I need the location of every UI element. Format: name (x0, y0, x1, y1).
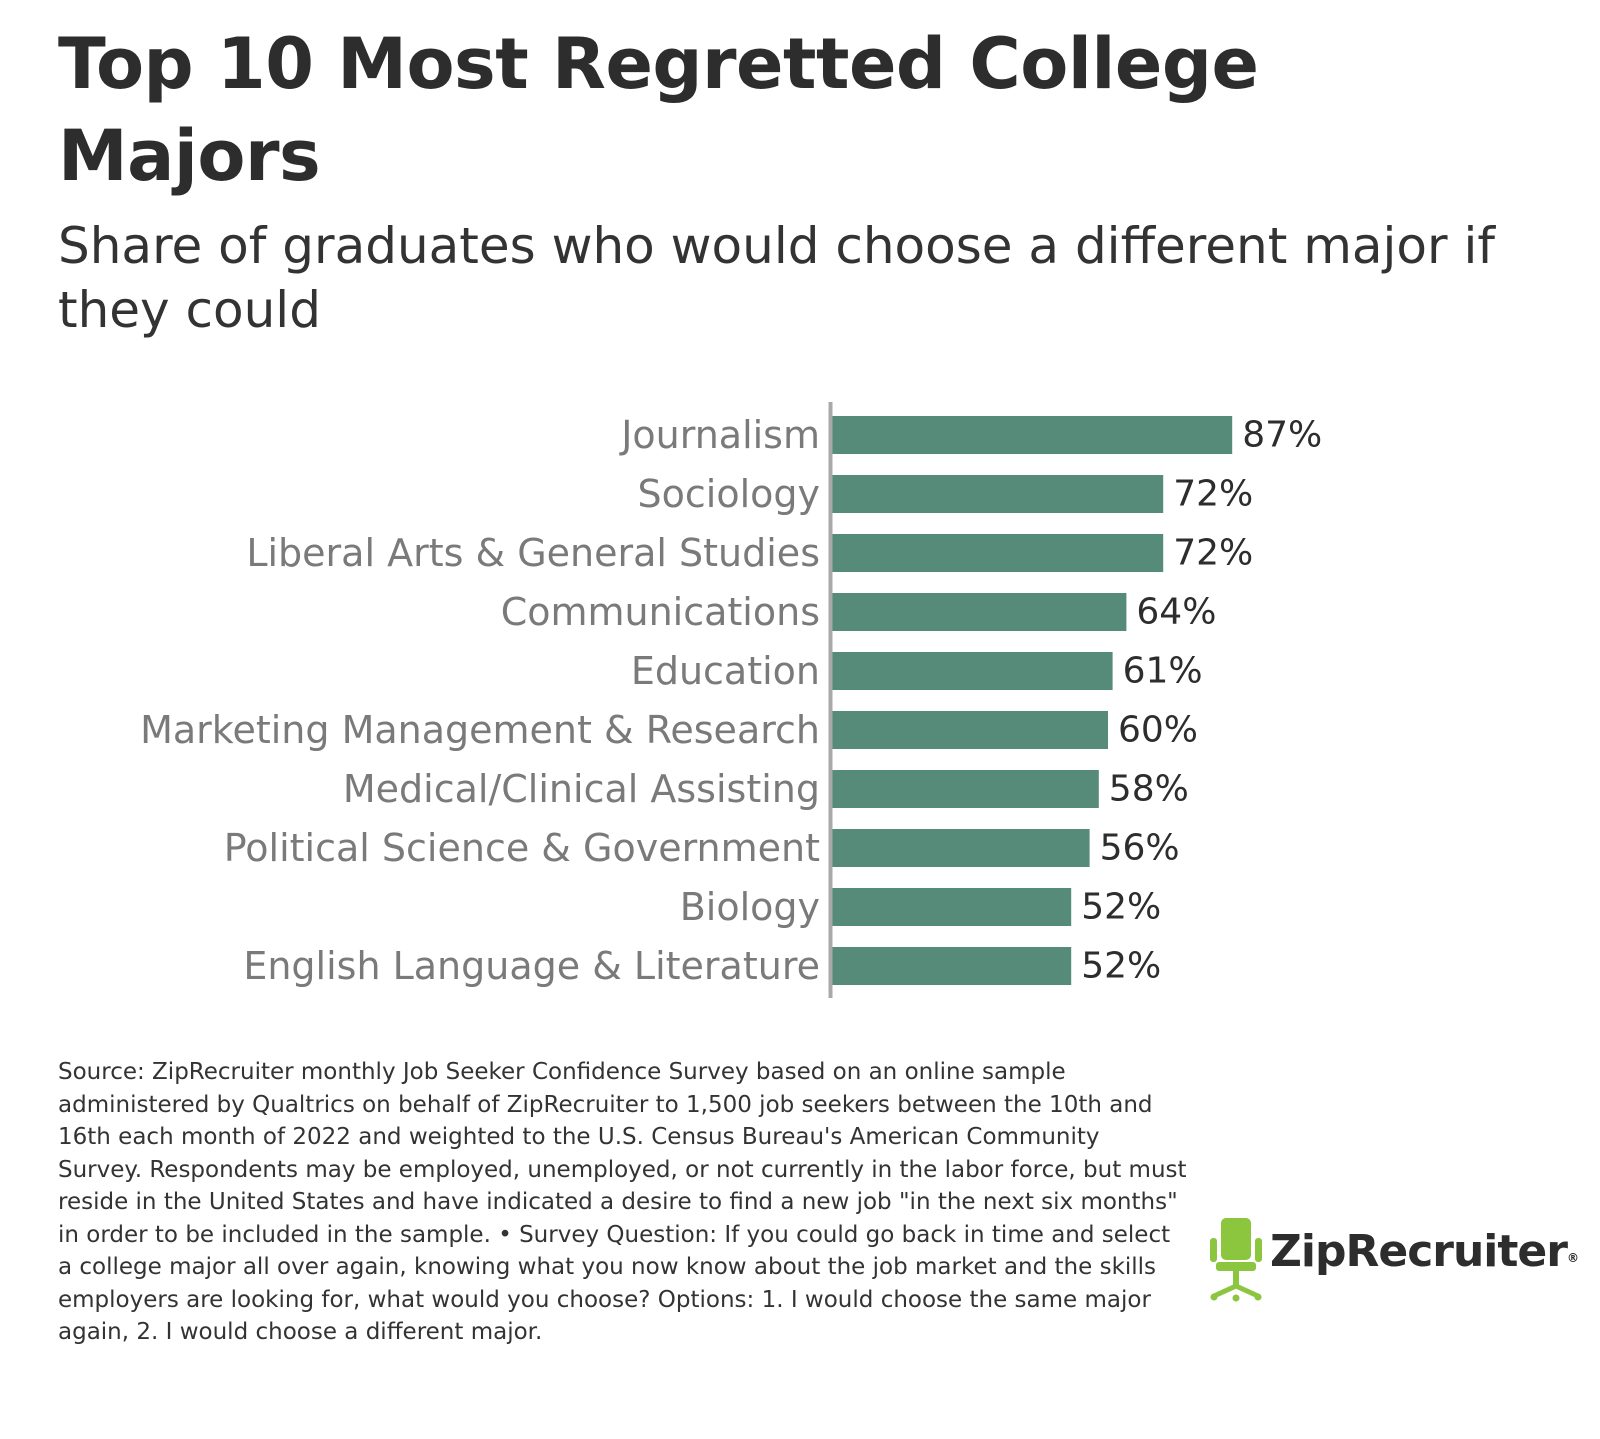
bar-4 (832, 593, 1127, 631)
category-label: Political Science & Government (224, 826, 820, 870)
value-label: 72% (1173, 474, 1253, 515)
chart-subtitle: Share of graduates who would choose a di… (58, 217, 1495, 339)
logo-wordmark: ZipRecruiter® (1270, 1224, 1579, 1280)
logo-text: ZipRecruiter (1270, 1226, 1568, 1277)
value-label: 58% (1109, 769, 1189, 810)
category-label: Marketing Management & Research (140, 708, 820, 752)
category-label: Education (631, 649, 820, 693)
bar-3 (832, 534, 1164, 572)
category-label: Biology (680, 885, 820, 929)
bar-7 (832, 770, 1099, 808)
bar-9 (832, 888, 1072, 926)
bar-chart: Journalism Sociology Liberal Arts & Genera… (140, 402, 1322, 998)
chart-title: Top 10 Most Regretted College Majors (58, 23, 1259, 197)
category-label: Liberal Arts & General Studies (246, 531, 820, 575)
value-label: 52% (1081, 887, 1161, 928)
bar-8 (832, 829, 1090, 867)
category-label: Journalism (619, 413, 820, 457)
bar-2 (832, 475, 1164, 513)
category-label: Medical/Clinical Assisting (343, 767, 820, 811)
chair-icon (1210, 1218, 1262, 1302)
bars-group (832, 416, 1233, 985)
registered-mark: ® (1566, 1251, 1579, 1265)
source-note: Source: ZipRecruiter monthly Job Seeker … (58, 1059, 1187, 1345)
bar-5 (832, 652, 1113, 690)
category-label: English Language & Literature (243, 944, 820, 988)
value-label: 72% (1173, 533, 1253, 574)
bar-6 (832, 711, 1108, 749)
category-label: Sociology (638, 472, 821, 516)
bar-10 (832, 947, 1072, 985)
value-label: 87% (1242, 415, 1322, 456)
value-labels-group: 87% 72% 72% 64% 61% 60% 58% 56% 52% 52% (1081, 415, 1322, 987)
value-label: 61% (1123, 651, 1203, 692)
category-label: Communications (501, 590, 820, 634)
bar-1 (832, 416, 1233, 454)
category-labels-group: Journalism Sociology Liberal Arts & Genera… (140, 413, 820, 988)
value-label: 56% (1100, 828, 1180, 869)
ziprecruiter-logo: ZipRecruiter® (1208, 1216, 1579, 1302)
value-label: 64% (1136, 592, 1216, 633)
value-label: 60% (1118, 710, 1198, 751)
value-label: 52% (1081, 946, 1161, 987)
